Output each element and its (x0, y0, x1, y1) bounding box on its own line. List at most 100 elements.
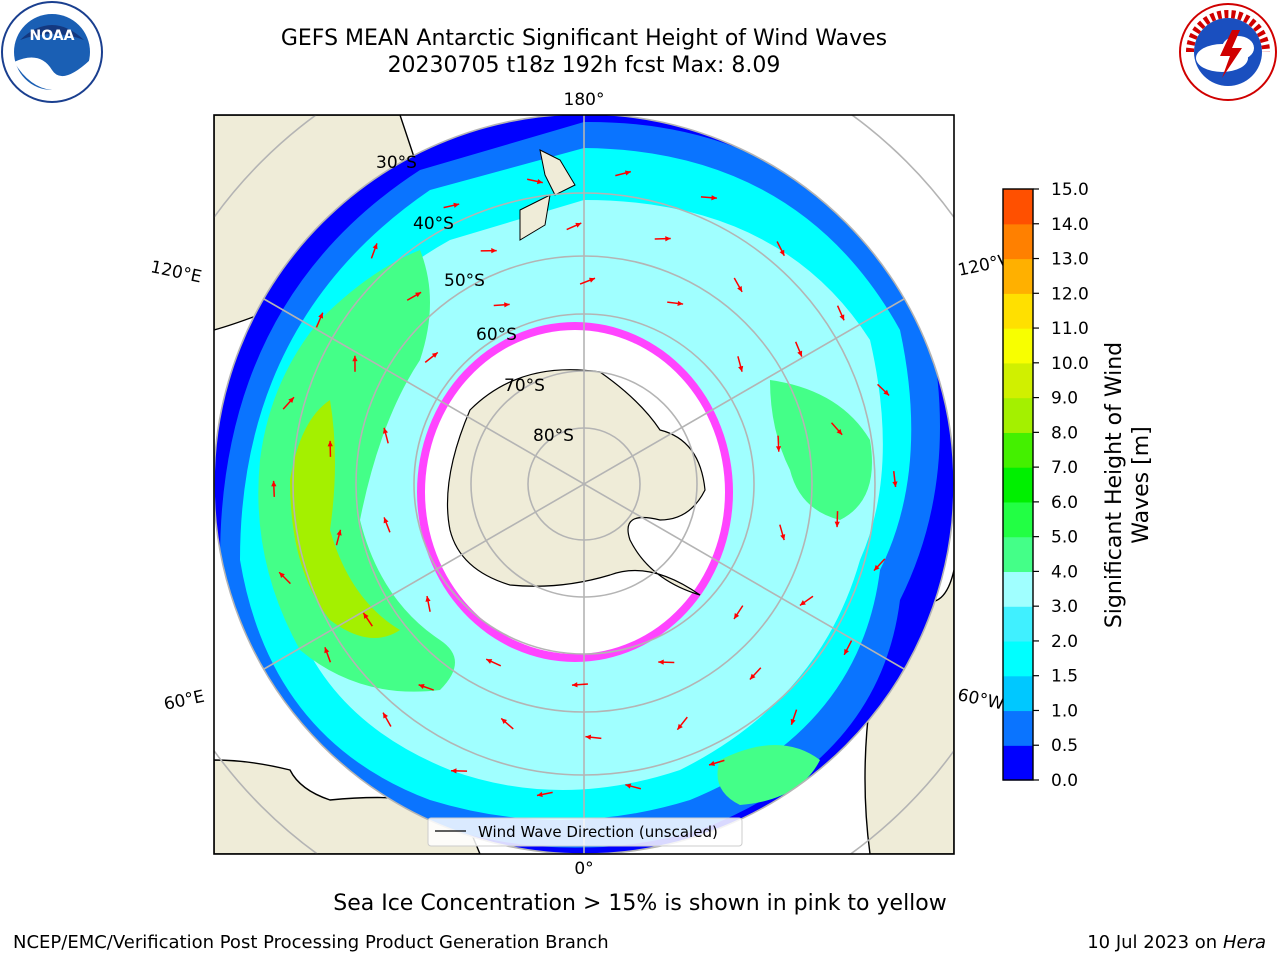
colorbar-bin (1003, 189, 1033, 225)
lat-label-50: 50°S (444, 271, 485, 291)
lon-label-lower-right: 60°W (956, 685, 1006, 714)
colorbar-tick-label: 3.0 (1051, 597, 1078, 617)
wave-arrow-head (536, 791, 543, 797)
colorbar-bin (1003, 467, 1033, 503)
colorbar-tick-label: 13.0 (1051, 250, 1089, 270)
map-frame (213, 114, 955, 855)
wave-arrow-head (624, 170, 631, 176)
lat-label-30: 30°S (376, 153, 417, 173)
footer-date-text: 10 Jul 2023 on (1087, 932, 1223, 953)
wave-arrow-head (536, 178, 543, 185)
colorbar-bin (1003, 362, 1033, 399)
wave-arrow-head (625, 783, 632, 789)
colorbar-label-line2: Waves [m] (1129, 426, 1154, 544)
colorbar-bin (1003, 675, 1033, 712)
antarctica-land (446, 369, 706, 596)
sea-ice-note: Sea Ice Concentration > 15% is shown in … (333, 891, 947, 916)
wave-arrow-head (415, 292, 422, 298)
new-zealand-land (519, 149, 576, 241)
wave-arrow-head (288, 397, 294, 404)
wave-arrow-head (677, 300, 684, 307)
wave-arrow-head (749, 673, 756, 680)
colorbar-bin (1003, 606, 1033, 642)
colorbar-tick-label: 11.0 (1051, 319, 1089, 339)
colorbar-tick-label: 4.0 (1051, 562, 1078, 582)
wave-arrow-head (780, 534, 786, 541)
wave-arrow-head (504, 302, 510, 308)
lon-label-top: 180° (564, 90, 605, 110)
colorbar-label-line1: Significant Height of Wind (1102, 341, 1127, 629)
colorbar-frame (1002, 188, 1034, 781)
wave-direction-arrows (271, 170, 898, 797)
wave-arrow-head (844, 648, 850, 655)
colorbar-tick-label: 7.0 (1051, 458, 1078, 478)
colorbar-tick-label: 14.0 (1051, 215, 1089, 235)
colorbar-bin (1003, 640, 1033, 677)
wave-arrow-head (486, 659, 493, 664)
wave-green-south (717, 745, 820, 805)
colorbar-bin (1003, 293, 1033, 329)
footer-date: 10 Jul 2023 on Hera (1087, 932, 1266, 953)
wave-arrow-head (425, 596, 431, 602)
wave-arrow-head (453, 202, 460, 208)
lat-label-60: 60°S (476, 325, 517, 345)
wave-arrow-head (734, 613, 740, 620)
colorbar-bin (1003, 710, 1033, 746)
wave-arrow-head (797, 350, 803, 357)
wave-arrow-head (271, 480, 277, 487)
wave-arrow-head (383, 517, 389, 524)
wave-arrow-head (352, 355, 358, 362)
colorbar-tick-label: 2.0 (1051, 632, 1078, 652)
wave-arrow-head (709, 760, 715, 766)
wave-arrow-head (589, 277, 596, 283)
lon-label-upper-left: 120°E (149, 257, 204, 287)
wave-arrow-head (711, 195, 717, 201)
colorbar-tick-label: 1.0 (1051, 701, 1078, 721)
colorbar-tick-label: 6.0 (1051, 493, 1078, 513)
colorbar-tick-label: 0.0 (1051, 771, 1078, 791)
colorbar-bin (1003, 536, 1033, 573)
wave-arrow-head (327, 440, 333, 447)
colorbar-bin (1003, 223, 1033, 260)
lon-label-lower-left: 60°E (162, 687, 206, 715)
wave-arrow-head (883, 389, 890, 396)
lat-label-40: 40°S (413, 214, 454, 234)
colorbar-tick-label: 1.5 (1051, 667, 1078, 687)
map-legend: Wind Wave Direction (unscaled) (427, 817, 743, 847)
legend-label: Wind Wave Direction (unscaled) (478, 823, 718, 841)
map-subtitle: 20230705 t18z 192h fcst Max: 8.09 (387, 53, 781, 78)
lat-label-70: 70°S (504, 376, 545, 396)
wave-arrow-head (336, 529, 342, 536)
wave-arrow-head (873, 564, 880, 571)
wave-arrow-head (892, 481, 898, 488)
colorbar-bin (1003, 328, 1033, 364)
footer-machine: Hera (1222, 932, 1266, 953)
colorbar-tick-label: 0.5 (1051, 736, 1078, 756)
footer-credit: NCEP/EMC/Verification Post Processing Pr… (13, 932, 609, 953)
wave-arrow-head (431, 352, 438, 358)
lon-label-bottom: 0° (574, 859, 593, 879)
colorbar-tick-label: 8.0 (1051, 423, 1078, 443)
wave-arrow-head (737, 285, 743, 292)
colorbar-tick-label: 5.0 (1051, 528, 1078, 548)
colorbar-bin (1003, 501, 1033, 538)
wave-arrow-head (501, 718, 508, 724)
wave-arrow-head (324, 647, 330, 654)
wave-green-pacific (770, 380, 872, 520)
noaa-logo-icon: NOAA (1, 1, 103, 103)
wave-arrow-head (575, 222, 582, 228)
wave-arrow-head (779, 249, 785, 256)
wave-arrow-head (658, 659, 664, 665)
wave-arrow-head (382, 427, 388, 434)
colorbar-tick-label: 9.0 (1051, 389, 1078, 409)
nws-logo-icon (1179, 3, 1277, 101)
lat-label-80: 80°S (533, 426, 574, 446)
noaa-logo-text: NOAA (30, 28, 75, 44)
wave-arrow-head (383, 712, 388, 719)
wave-arrow-head (279, 572, 285, 578)
colorbar-bin (1003, 258, 1033, 294)
wave-arrow-head (585, 734, 592, 740)
colorbar-tick-label: 10.0 (1051, 354, 1089, 374)
wave-arrow-head (790, 718, 796, 725)
